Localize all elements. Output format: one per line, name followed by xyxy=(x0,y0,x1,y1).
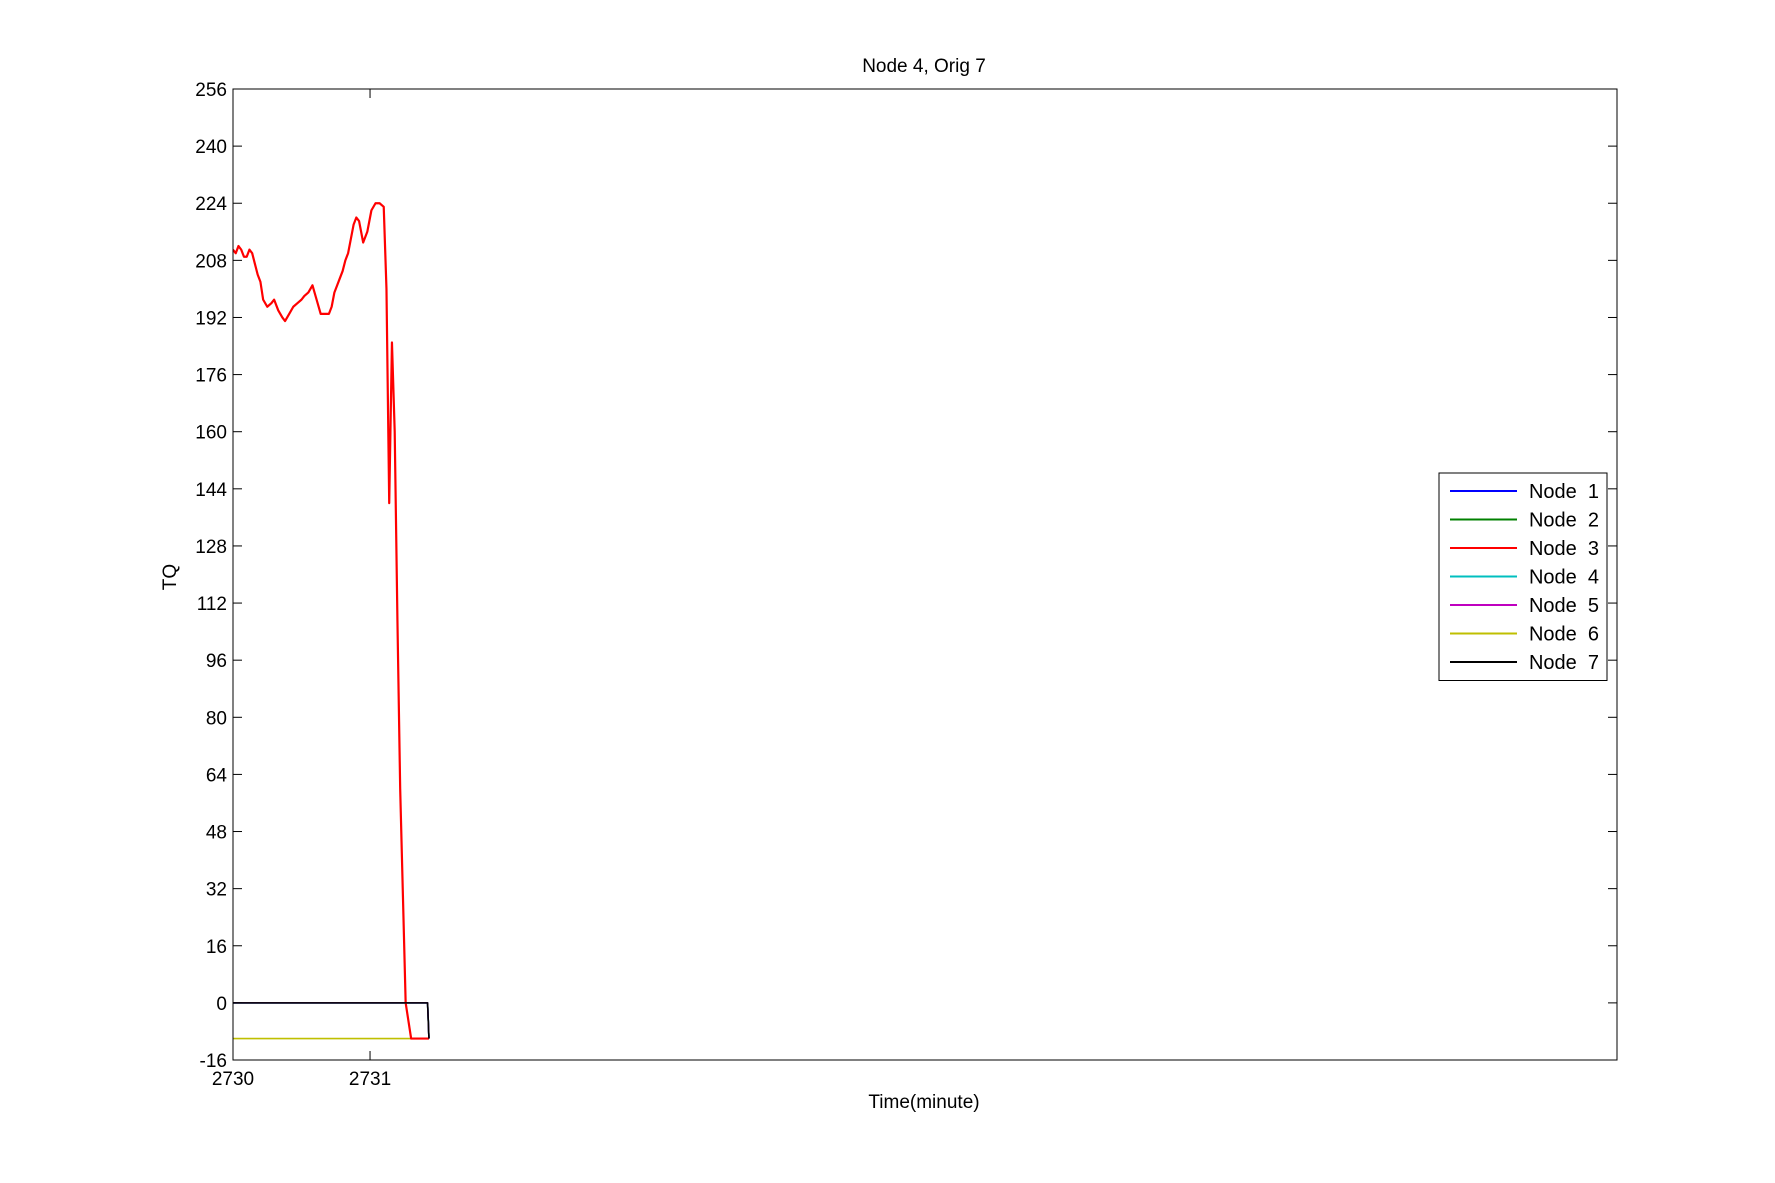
series-line-node-7 xyxy=(233,1002,430,1039)
y-tick-label: 192 xyxy=(195,308,227,329)
legend-entry-label: Node 5 xyxy=(1529,595,1599,617)
y-tick-label: 48 xyxy=(206,823,227,844)
chart-title: Node 4, Orig 7 xyxy=(862,56,986,77)
legend: Node 1 Node 2 Node 3 Node 4 Node 5 Node 6 Node… xyxy=(1438,472,1608,681)
y-tick-label: 256 xyxy=(195,80,227,101)
y-tick-label: 64 xyxy=(206,765,228,786)
y-tick-label: 112 xyxy=(197,594,227,615)
y-tick-label: 160 xyxy=(195,423,227,444)
series-group xyxy=(233,202,430,1040)
y-tick-label: 144 xyxy=(195,480,227,501)
legend-entry-label: Node 2 xyxy=(1529,510,1599,532)
series-line-node-3 xyxy=(233,202,430,1040)
y-tick-label: 32 xyxy=(206,880,227,901)
legend-entry-label: Node 7 xyxy=(1529,652,1599,674)
y-tick-label: 80 xyxy=(206,708,227,729)
x-tick-label: 2730 xyxy=(212,1069,254,1090)
legend-entry-label: Node 6 xyxy=(1529,624,1599,646)
y-tick-label: 208 xyxy=(195,251,227,272)
y-tick-label: -16 xyxy=(200,1051,227,1072)
y-tick-label: 128 xyxy=(195,537,227,558)
y-tick-label: 0 xyxy=(216,994,227,1015)
y-tick-label: 224 xyxy=(195,194,227,215)
x-axis-label: Time(minute) xyxy=(868,1092,979,1113)
legend-entry-label: Node 4 xyxy=(1529,567,1599,589)
y-axis-label: TQ xyxy=(160,564,181,590)
y-tick-label: 16 xyxy=(206,937,227,958)
plot-area: -16 0 16 32 48 64 80 96 112 128 144 160 176 192 208 224… xyxy=(195,80,1618,1090)
y-tick-label: 96 xyxy=(206,651,227,672)
legend-entry-label: Node 1 xyxy=(1529,481,1599,503)
y-tick-label: 240 xyxy=(195,137,227,158)
axes-box xyxy=(232,88,1618,1061)
y-tick-label: 176 xyxy=(195,366,227,387)
legend-entry-label: Node 3 xyxy=(1529,538,1599,560)
x-tick-label: 2731 xyxy=(349,1069,391,1090)
